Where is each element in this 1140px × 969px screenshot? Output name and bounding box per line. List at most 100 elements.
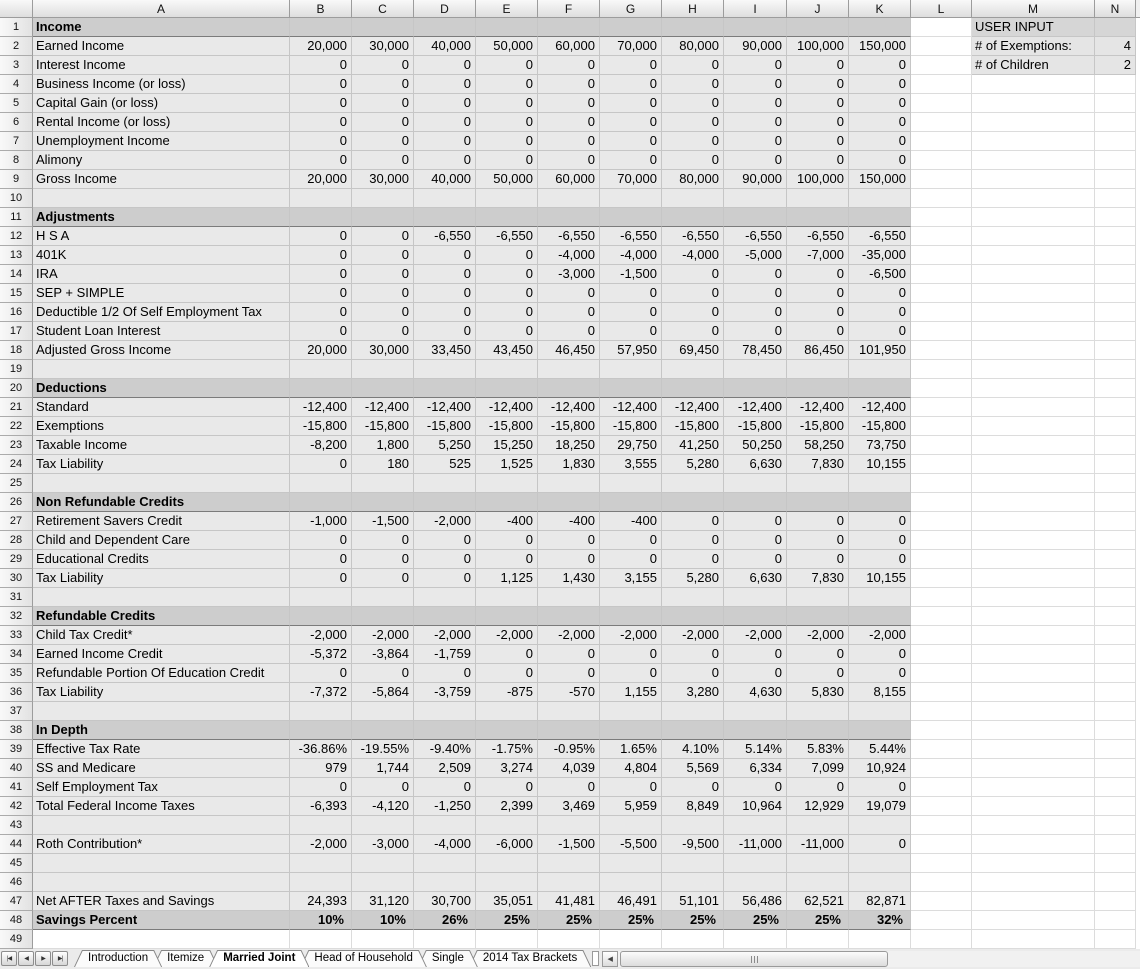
cell-G11[interactable] — [600, 208, 662, 227]
cell-F13[interactable]: -4,000 — [538, 246, 600, 265]
cell-A34[interactable]: Earned Income Credit — [33, 645, 290, 664]
cell-J45[interactable] — [787, 854, 849, 873]
cell-E42[interactable]: 2,399 — [476, 797, 538, 816]
cell-D34[interactable]: -1,759 — [414, 645, 476, 664]
cell-A19[interactable] — [33, 360, 290, 379]
cell-J40[interactable]: 7,099 — [787, 759, 849, 778]
cell-E45[interactable] — [476, 854, 538, 873]
cell-L38[interactable] — [911, 721, 972, 740]
cell-C18[interactable]: 30,000 — [352, 341, 414, 360]
cell-L8[interactable] — [911, 151, 972, 170]
cell-H12[interactable]: -6,550 — [662, 227, 724, 246]
cell-B49[interactable] — [290, 930, 352, 949]
cell-N46[interactable] — [1095, 873, 1136, 892]
column-header-M[interactable]: M — [972, 0, 1095, 18]
cell-D6[interactable]: 0 — [414, 113, 476, 132]
cell-I12[interactable]: -6,550 — [724, 227, 787, 246]
cell-G15[interactable]: 0 — [600, 284, 662, 303]
cell-L13[interactable] — [911, 246, 972, 265]
cell-B13[interactable]: 0 — [290, 246, 352, 265]
cell-H17[interactable]: 0 — [662, 322, 724, 341]
cell-F24[interactable]: 1,830 — [538, 455, 600, 474]
cell-B25[interactable] — [290, 474, 352, 493]
row-header-43[interactable]: 43 — [0, 816, 33, 835]
cell-C24[interactable]: 180 — [352, 455, 414, 474]
cell-A29[interactable]: Educational Credits — [33, 550, 290, 569]
cell-C6[interactable]: 0 — [352, 113, 414, 132]
cell-K15[interactable]: 0 — [849, 284, 911, 303]
cell-K35[interactable]: 0 — [849, 664, 911, 683]
cell-L26[interactable] — [911, 493, 972, 512]
cell-I47[interactable]: 56,486 — [724, 892, 787, 911]
cell-G47[interactable]: 46,491 — [600, 892, 662, 911]
cell-N14[interactable] — [1095, 265, 1136, 284]
cell-C20[interactable] — [352, 379, 414, 398]
cell-H15[interactable]: 0 — [662, 284, 724, 303]
cell-G45[interactable] — [600, 854, 662, 873]
row-header-40[interactable]: 40 — [0, 759, 33, 778]
cell-M42[interactable] — [972, 797, 1095, 816]
cell-F20[interactable] — [538, 379, 600, 398]
cell-I42[interactable]: 10,964 — [724, 797, 787, 816]
row-header-17[interactable]: 17 — [0, 322, 33, 341]
cell-J10[interactable] — [787, 189, 849, 208]
cell-D33[interactable]: -2,000 — [414, 626, 476, 645]
cell-D40[interactable]: 2,509 — [414, 759, 476, 778]
last-sheet-button[interactable]: ▶| — [52, 951, 68, 966]
column-header-L[interactable]: L — [911, 0, 972, 18]
cell-I31[interactable] — [724, 588, 787, 607]
cell-J28[interactable]: 0 — [787, 531, 849, 550]
cell-N26[interactable] — [1095, 493, 1136, 512]
cell-L36[interactable] — [911, 683, 972, 702]
cell-A16[interactable]: Deductible 1/2 Of Self Employment Tax — [33, 303, 290, 322]
cell-L42[interactable] — [911, 797, 972, 816]
cell-E20[interactable] — [476, 379, 538, 398]
cell-K18[interactable]: 101,950 — [849, 341, 911, 360]
cell-L27[interactable] — [911, 512, 972, 531]
cell-C36[interactable]: -5,864 — [352, 683, 414, 702]
row-header-27[interactable]: 27 — [0, 512, 33, 531]
cell-D47[interactable]: 30,700 — [414, 892, 476, 911]
cell-C49[interactable] — [352, 930, 414, 949]
cell-G22[interactable]: -15,800 — [600, 417, 662, 436]
cell-J20[interactable] — [787, 379, 849, 398]
cell-I26[interactable] — [724, 493, 787, 512]
cell-E9[interactable]: 50,000 — [476, 170, 538, 189]
cell-B37[interactable] — [290, 702, 352, 721]
cell-K47[interactable]: 82,871 — [849, 892, 911, 911]
cell-L25[interactable] — [911, 474, 972, 493]
cell-K19[interactable] — [849, 360, 911, 379]
cell-I39[interactable]: 5.14% — [724, 740, 787, 759]
cell-K37[interactable] — [849, 702, 911, 721]
cell-L16[interactable] — [911, 303, 972, 322]
row-header-10[interactable]: 10 — [0, 189, 33, 208]
sheet-tab-2014-tax-brackets[interactable]: 2014 Tax Brackets — [469, 950, 591, 967]
cell-D20[interactable] — [414, 379, 476, 398]
cell-J21[interactable]: -12,400 — [787, 398, 849, 417]
cell-B32[interactable] — [290, 607, 352, 626]
cell-F32[interactable] — [538, 607, 600, 626]
cell-J3[interactable]: 0 — [787, 56, 849, 75]
cell-L6[interactable] — [911, 113, 972, 132]
cell-J39[interactable]: 5.83% — [787, 740, 849, 759]
cell-D17[interactable]: 0 — [414, 322, 476, 341]
cell-E22[interactable]: -15,800 — [476, 417, 538, 436]
cell-K38[interactable] — [849, 721, 911, 740]
cell-J1[interactable] — [787, 18, 849, 37]
cell-J25[interactable] — [787, 474, 849, 493]
cell-B34[interactable]: -5,372 — [290, 645, 352, 664]
cell-J6[interactable]: 0 — [787, 113, 849, 132]
cell-A28[interactable]: Child and Dependent Care — [33, 531, 290, 550]
row-header-33[interactable]: 33 — [0, 626, 33, 645]
cell-B47[interactable]: 24,393 — [290, 892, 352, 911]
cell-F29[interactable]: 0 — [538, 550, 600, 569]
row-header-32[interactable]: 32 — [0, 607, 33, 626]
cell-A37[interactable] — [33, 702, 290, 721]
cell-E44[interactable]: -6,000 — [476, 835, 538, 854]
cell-N22[interactable] — [1095, 417, 1136, 436]
cell-K45[interactable] — [849, 854, 911, 873]
cell-E28[interactable]: 0 — [476, 531, 538, 550]
cell-J16[interactable]: 0 — [787, 303, 849, 322]
cell-B4[interactable]: 0 — [290, 75, 352, 94]
cell-L5[interactable] — [911, 94, 972, 113]
